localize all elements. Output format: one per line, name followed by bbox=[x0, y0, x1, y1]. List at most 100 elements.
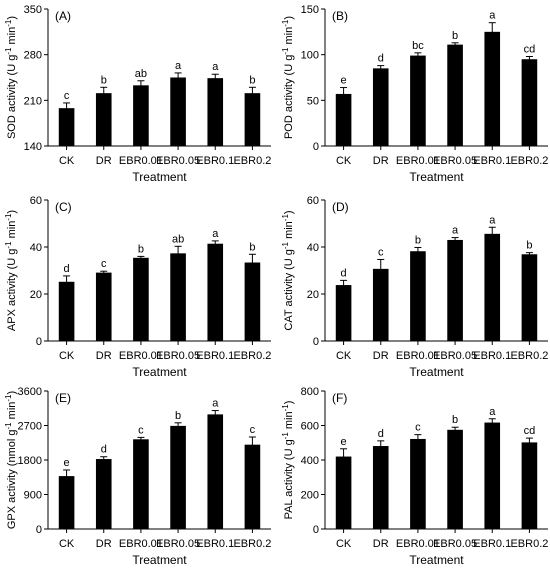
bar-EBR0.1 bbox=[207, 243, 224, 341]
x-tick-label: EBR0.2 bbox=[233, 155, 271, 167]
x-axis-title: Treatment bbox=[409, 553, 464, 567]
significance-letter: b bbox=[526, 240, 532, 252]
y-tick-label: 200 bbox=[301, 490, 319, 502]
significance-letter: d bbox=[101, 444, 107, 456]
panel-1: 140 210 280 350 c CK b DR ab EBR0.01 a EBR0.05 a EBR0… bbox=[4, 4, 271, 184]
x-axis-title: Treatment bbox=[132, 365, 187, 379]
bar-EBR0.2 bbox=[244, 262, 261, 341]
bar-EBR0.01 bbox=[133, 85, 149, 146]
x-tick-label: EBR0.1 bbox=[196, 155, 234, 167]
y-tick-label: 40 bbox=[30, 242, 42, 254]
y-tick-label: 0 bbox=[313, 336, 319, 348]
panel-label: (E) bbox=[55, 391, 71, 405]
significance-letter: a bbox=[452, 225, 459, 237]
significance-letter: b bbox=[138, 243, 144, 255]
y-axis-title-end: ) bbox=[283, 401, 295, 405]
bar-CK bbox=[58, 476, 75, 529]
y-axis-title-end: ) bbox=[6, 391, 18, 395]
y-axis-title: SOD activity (U g-1 min-1) bbox=[4, 16, 18, 139]
bar-EBR0.05 bbox=[447, 44, 463, 147]
bar-DR bbox=[372, 268, 389, 341]
significance-letter: d bbox=[378, 53, 384, 65]
x-tick-label: CK bbox=[336, 350, 352, 362]
x-tick-label: EBR0.2 bbox=[233, 538, 271, 550]
bar-EBR0.05 bbox=[170, 253, 186, 341]
significance-letter: b bbox=[415, 234, 421, 246]
panel-label: (A) bbox=[55, 9, 71, 23]
bar-EBR0.01 bbox=[410, 438, 426, 529]
panel-label: (B) bbox=[332, 9, 348, 23]
bar-EBR0.2 bbox=[521, 59, 538, 146]
x-tick-label: EBR0.1 bbox=[196, 538, 234, 550]
significance-letter: c bbox=[378, 246, 384, 258]
y-axis-title-sup: -1 bbox=[281, 47, 290, 55]
significance-letter: b bbox=[249, 241, 255, 253]
y-tick-label: 20 bbox=[30, 289, 42, 301]
bar-CK bbox=[335, 456, 352, 529]
y-tick-label: 1800 bbox=[18, 455, 42, 467]
x-tick-label: EBR0.01 bbox=[396, 155, 440, 167]
y-tick-label: 100 bbox=[301, 50, 319, 62]
x-tick-label: EBR0.01 bbox=[396, 350, 440, 362]
significance-letter: a bbox=[489, 10, 496, 22]
bar-EBR0.2 bbox=[244, 93, 261, 146]
bar-EBR0.01 bbox=[133, 439, 149, 529]
bar-EBR0.1 bbox=[484, 31, 501, 146]
panel-label: (C) bbox=[55, 200, 72, 214]
y-axis-title-main: SOD activity (U g bbox=[6, 55, 18, 139]
x-tick-label: CK bbox=[336, 538, 352, 550]
y-axis-title: PAL activity (U g-1 min-1) bbox=[281, 401, 295, 520]
x-tick-label: DR bbox=[96, 538, 112, 550]
significance-letter: a bbox=[489, 406, 496, 418]
y-axis-title-sup: -1 bbox=[281, 241, 290, 249]
bar-EBR0.01 bbox=[133, 257, 149, 341]
significance-letter: a bbox=[212, 228, 219, 240]
bar-EBR0.01 bbox=[410, 251, 426, 341]
significance-letter: d bbox=[64, 263, 70, 275]
x-tick-label: EBR0.1 bbox=[473, 155, 511, 167]
y-axis-title-main: GPX activity (nmol g bbox=[6, 430, 18, 530]
y-axis-title-main: APX activity (U g bbox=[6, 249, 18, 332]
bar-EBR0.01 bbox=[410, 55, 426, 146]
x-tick-label: EBR0.05 bbox=[156, 538, 200, 550]
significance-letter: b bbox=[175, 410, 181, 422]
x-tick-label: EBR0.1 bbox=[473, 538, 511, 550]
significance-letter: a bbox=[489, 214, 496, 226]
x-axis-title: Treatment bbox=[132, 170, 187, 184]
panel-6: 0 200 400 600 800 e CK d DR c EBR0.01 b EBR0.05 a EBR0… bbox=[281, 386, 548, 567]
panel-4: 0 20 40 60 d CK c DR b EBR0.01 a EBR0.05 a EBR0.1 b EBR… bbox=[281, 195, 548, 379]
y-tick-label: 150 bbox=[301, 4, 319, 16]
bar-EBR0.05 bbox=[170, 425, 186, 529]
significance-letter: d bbox=[378, 428, 384, 440]
y-axis-title-sup: -1 bbox=[4, 422, 13, 430]
y-tick-label: 3600 bbox=[18, 386, 42, 398]
x-tick-label: CK bbox=[336, 155, 352, 167]
significance-letter: a bbox=[175, 60, 182, 72]
bar-EBR0.2 bbox=[244, 444, 261, 529]
y-tick-label: 60 bbox=[307, 195, 319, 207]
significance-letter: bc bbox=[412, 40, 424, 52]
x-tick-label: EBR0.05 bbox=[156, 155, 200, 167]
x-tick-label: CK bbox=[59, 155, 75, 167]
x-tick-label: EBR0.01 bbox=[119, 155, 163, 167]
bar-EBR0.05 bbox=[447, 239, 463, 341]
y-tick-label: 0 bbox=[36, 524, 42, 536]
bar-DR bbox=[372, 446, 389, 529]
significance-letter: c bbox=[415, 422, 421, 434]
significance-letter: ab bbox=[172, 233, 184, 245]
y-tick-label: 800 bbox=[301, 386, 319, 398]
x-tick-label: CK bbox=[59, 350, 75, 362]
y-axis-title: GPX activity (nmol g-1 min-1) bbox=[4, 391, 18, 529]
y-tick-label: 900 bbox=[24, 490, 42, 502]
x-tick-label: CK bbox=[59, 538, 75, 550]
x-tick-label: DR bbox=[373, 350, 389, 362]
y-tick-label: 40 bbox=[307, 242, 319, 254]
bar-EBR0.2 bbox=[521, 442, 538, 529]
y-axis-title-end: ) bbox=[6, 210, 18, 214]
x-tick-label: DR bbox=[96, 155, 112, 167]
y-tick-label: 600 bbox=[301, 421, 319, 433]
y-axis-title-main: POD activity (U g bbox=[283, 55, 295, 139]
y-axis-title: POD activity (U g-1 min-1) bbox=[281, 16, 295, 139]
bar-EBR0.1 bbox=[207, 78, 224, 146]
